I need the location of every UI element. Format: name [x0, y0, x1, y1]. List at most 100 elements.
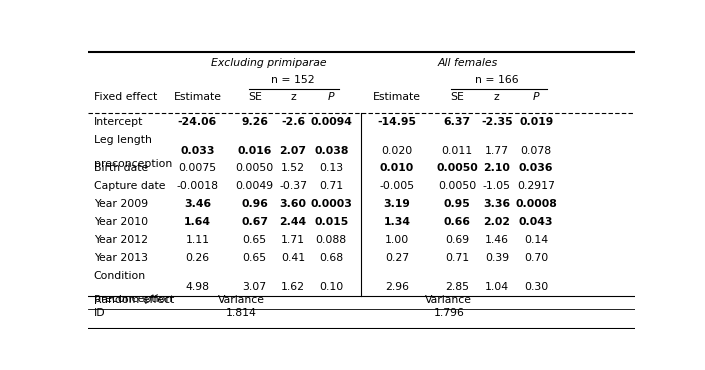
- Text: 0.019: 0.019: [519, 117, 553, 127]
- Text: 0.30: 0.30: [524, 282, 548, 292]
- Text: Year 2010: Year 2010: [94, 217, 148, 227]
- Text: -2.6: -2.6: [281, 117, 305, 127]
- Text: 2.10: 2.10: [484, 163, 510, 173]
- Text: 6.37: 6.37: [443, 117, 470, 127]
- Text: Condition: Condition: [94, 270, 146, 280]
- Text: 3.46: 3.46: [184, 199, 211, 209]
- Text: ID: ID: [94, 308, 105, 318]
- Text: Random effect: Random effect: [94, 295, 174, 305]
- Text: 0.67: 0.67: [241, 217, 269, 227]
- Text: 0.0075: 0.0075: [178, 163, 216, 173]
- Text: 1.11: 1.11: [185, 235, 209, 245]
- Text: Capture date: Capture date: [94, 181, 165, 191]
- Text: Variance: Variance: [218, 295, 264, 305]
- Text: -0.005: -0.005: [379, 181, 415, 191]
- Text: 0.2917: 0.2917: [517, 181, 555, 191]
- Text: 0.033: 0.033: [180, 146, 214, 156]
- Text: 3.36: 3.36: [483, 199, 510, 209]
- Text: P: P: [328, 92, 334, 102]
- Text: 1.00: 1.00: [385, 235, 409, 245]
- Text: 0.0094: 0.0094: [310, 117, 352, 127]
- Text: 0.0050: 0.0050: [235, 163, 274, 173]
- Text: 0.043: 0.043: [519, 217, 553, 227]
- Text: -0.37: -0.37: [279, 181, 307, 191]
- Text: Year 2012: Year 2012: [94, 235, 147, 245]
- Text: 0.011: 0.011: [441, 146, 472, 156]
- Text: 1.52: 1.52: [281, 163, 305, 173]
- Text: Birth date: Birth date: [94, 163, 148, 173]
- Text: 2.44: 2.44: [279, 217, 307, 227]
- Text: 0.14: 0.14: [524, 235, 548, 245]
- Text: Estimate: Estimate: [373, 92, 421, 102]
- Text: 0.0003: 0.0003: [310, 199, 352, 209]
- Text: 0.038: 0.038: [314, 146, 348, 156]
- Text: 0.10: 0.10: [319, 282, 343, 292]
- Text: 0.66: 0.66: [443, 217, 470, 227]
- Text: Estimate: Estimate: [173, 92, 221, 102]
- Text: n = 166: n = 166: [475, 75, 519, 85]
- Text: 1.62: 1.62: [281, 282, 305, 292]
- Text: 1.46: 1.46: [485, 235, 509, 245]
- Text: 9.26: 9.26: [241, 117, 269, 127]
- Text: -2.35: -2.35: [481, 117, 513, 127]
- Text: Intercept: Intercept: [94, 117, 143, 127]
- Text: 0.0050: 0.0050: [436, 163, 478, 173]
- Text: 1.77: 1.77: [485, 146, 509, 156]
- Text: All females: All females: [438, 58, 498, 68]
- Text: 2.07: 2.07: [279, 146, 307, 156]
- Text: z: z: [494, 92, 500, 102]
- Text: 0.13: 0.13: [319, 163, 343, 173]
- Text: 0.27: 0.27: [385, 253, 409, 263]
- Text: 0.41: 0.41: [281, 253, 305, 263]
- Text: preconception: preconception: [94, 159, 172, 169]
- Text: Leg length: Leg length: [94, 135, 152, 145]
- Text: 1.04: 1.04: [485, 282, 509, 292]
- Text: preconception: preconception: [94, 294, 172, 304]
- Text: -1.05: -1.05: [483, 181, 511, 191]
- Text: 0.0050: 0.0050: [438, 181, 476, 191]
- Text: 0.96: 0.96: [241, 199, 268, 209]
- Text: SE: SE: [450, 92, 464, 102]
- Text: 0.95: 0.95: [443, 199, 470, 209]
- Text: 1.796: 1.796: [434, 308, 464, 318]
- Text: Year 2013: Year 2013: [94, 253, 147, 263]
- Text: 1.34: 1.34: [384, 217, 410, 227]
- Text: 0.71: 0.71: [445, 253, 469, 263]
- Text: Variance: Variance: [425, 295, 472, 305]
- Text: -14.95: -14.95: [377, 117, 417, 127]
- Text: 0.036: 0.036: [519, 163, 553, 173]
- Text: Excluding primiparae: Excluding primiparae: [211, 58, 326, 68]
- Text: 0.010: 0.010: [380, 163, 414, 173]
- Text: Fixed effect: Fixed effect: [94, 92, 157, 102]
- Text: 0.020: 0.020: [381, 146, 412, 156]
- Text: z: z: [290, 92, 296, 102]
- Text: 0.39: 0.39: [485, 253, 509, 263]
- Text: P: P: [533, 92, 539, 102]
- Text: 0.71: 0.71: [319, 181, 343, 191]
- Text: 0.015: 0.015: [314, 217, 348, 227]
- Text: 0.088: 0.088: [316, 235, 347, 245]
- Text: 0.68: 0.68: [319, 253, 343, 263]
- Text: 2.96: 2.96: [385, 282, 409, 292]
- Text: 0.65: 0.65: [243, 253, 266, 263]
- Text: -24.06: -24.06: [178, 117, 217, 127]
- Text: SE: SE: [248, 92, 262, 102]
- Text: 0.70: 0.70: [524, 253, 548, 263]
- Text: 3.07: 3.07: [243, 282, 266, 292]
- Text: 0.69: 0.69: [445, 235, 469, 245]
- Text: 0.016: 0.016: [238, 146, 272, 156]
- Text: 0.65: 0.65: [243, 235, 266, 245]
- Text: -0.0018: -0.0018: [176, 181, 219, 191]
- Text: 0.0049: 0.0049: [235, 181, 274, 191]
- Text: 0.0008: 0.0008: [515, 199, 557, 209]
- Text: 4.98: 4.98: [185, 282, 209, 292]
- Text: 3.60: 3.60: [279, 199, 307, 209]
- Text: 2.85: 2.85: [445, 282, 469, 292]
- Text: Year 2009: Year 2009: [94, 199, 148, 209]
- Text: 1.64: 1.64: [184, 217, 211, 227]
- Text: 0.078: 0.078: [520, 146, 552, 156]
- Text: n = 152: n = 152: [271, 75, 315, 85]
- Text: 1.71: 1.71: [281, 235, 305, 245]
- Text: 3.19: 3.19: [384, 199, 410, 209]
- Text: 0.26: 0.26: [185, 253, 209, 263]
